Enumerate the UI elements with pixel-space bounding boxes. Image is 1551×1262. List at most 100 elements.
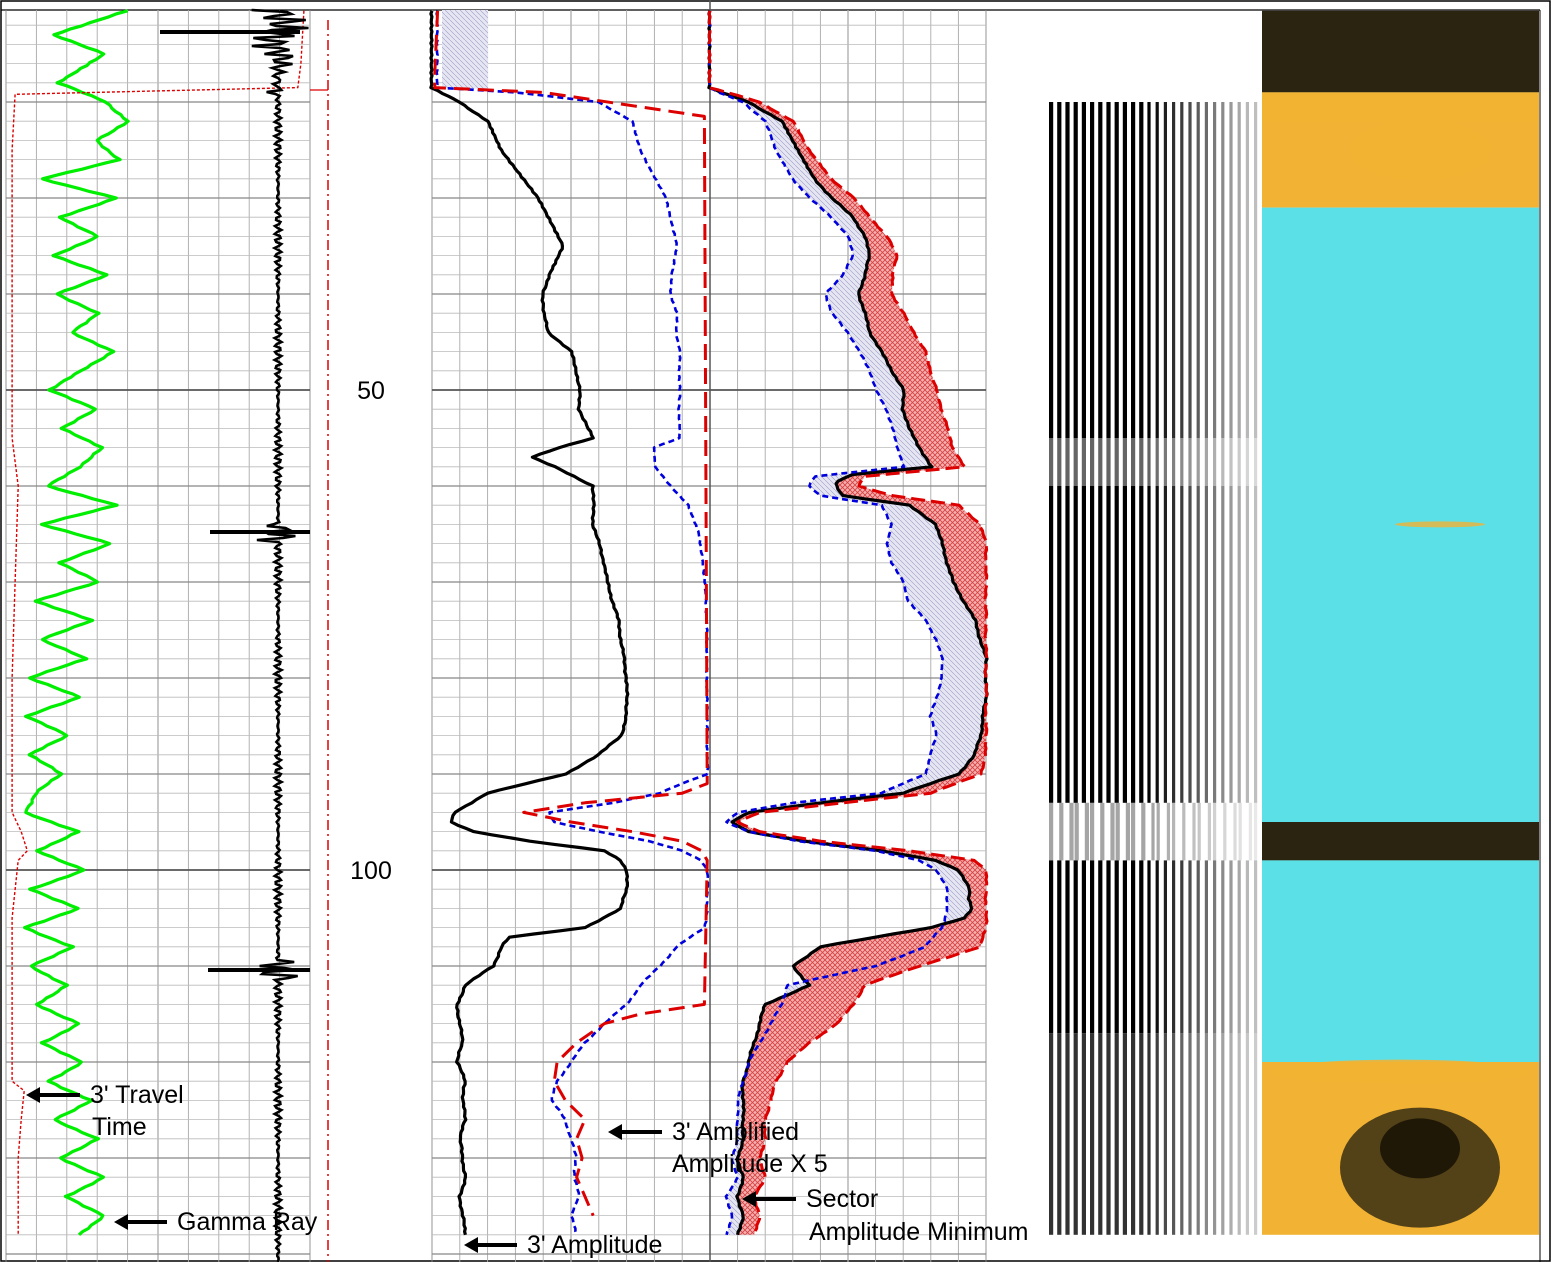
vdl-stripe: [1237, 486, 1241, 803]
vdl-stripe: [1147, 860, 1151, 1034]
vdl-stripe: [1238, 802, 1242, 861]
vdl-stripe: [1114, 486, 1119, 803]
vdl-stripe: [1180, 438, 1184, 486]
bond-zone-free: [1262, 822, 1539, 861]
series-3-amplitude: [429, 10, 630, 1236]
bond-zone-bonded: [1262, 207, 1539, 823]
vdl-band: [1049, 802, 1258, 861]
vdl-stripe: [1163, 438, 1167, 486]
vdl-stripe: [1081, 438, 1086, 486]
vdl-stripe: [1188, 438, 1192, 486]
vdl-stripe: [1163, 102, 1167, 438]
vdl-stripe: [1098, 438, 1103, 486]
vdl-stripe: [1073, 102, 1078, 438]
vdl-stripe: [1204, 1033, 1208, 1235]
vdl-stripe: [1139, 486, 1144, 803]
bond-transition: [1262, 92, 1539, 122]
annotation-travel-time: 3' Travel Time: [26, 1081, 184, 1141]
series-3-amplified-amplitude-x-5-edit: [433, 10, 709, 1217]
vdl-stripe: [1254, 438, 1258, 486]
vdl-stripe: [1122, 102, 1127, 438]
vdl-stripe: [1163, 486, 1167, 803]
vdl-stripe: [1122, 486, 1127, 803]
vdl-stripe: [1213, 1033, 1217, 1235]
vdl-stripe: [1221, 860, 1225, 1034]
annotation-amplified-amplitude: 3' Amplified Amplitude X 5: [608, 1118, 828, 1178]
vdl-stripe: [1188, 486, 1192, 803]
sector-right-fill: [710, 10, 986, 1235]
vdl-stripe: [1049, 486, 1054, 803]
vdl-stripe: [1131, 438, 1136, 486]
vdl-stripe: [1049, 102, 1054, 438]
vdl-stripe: [1172, 486, 1176, 803]
vdl-stripe: [1081, 860, 1086, 1034]
vdl-stripe: [1213, 802, 1217, 861]
vdl-stripe: [1221, 438, 1225, 486]
vdl-stripe: [1084, 802, 1089, 861]
vdl-stripe: [1057, 102, 1062, 438]
vdl-stripe: [1125, 802, 1130, 861]
vdl-stripe: [1139, 438, 1144, 486]
vdl-stripe: [1155, 438, 1159, 486]
vdl-stripe: [1254, 102, 1258, 438]
vdl-stripe: [1207, 802, 1211, 861]
amplitude-top-fill: [442, 10, 488, 89]
vdl-stripe: [1172, 102, 1176, 438]
vdl-stripe: [1237, 102, 1241, 438]
vdl-stripe: [1098, 1033, 1103, 1235]
travel-time-label-line2: Time: [92, 1113, 147, 1141]
vdl-stripe: [1131, 802, 1136, 861]
series-3-travel-time: [11, 10, 305, 1235]
sector-label-line2: Amplitude Minimum: [809, 1218, 1029, 1246]
vdl-stripe: [1131, 1033, 1136, 1235]
vdl-stripe: [1180, 1033, 1184, 1235]
vdl-stripe: [1090, 486, 1095, 803]
vdl-stripe: [1221, 102, 1225, 438]
vdl-stripe: [1254, 1033, 1258, 1235]
vdl-stripe: [1065, 102, 1070, 438]
vdl-stripe: [1180, 102, 1184, 438]
series-waveform-trace: [251, 8, 309, 1262]
vdl-stripe: [1237, 1033, 1241, 1235]
bond-free-core: [1380, 1118, 1460, 1179]
vdl-stripe: [1245, 438, 1249, 486]
vdl-stripe: [1196, 860, 1200, 1034]
vdl-stripe: [1081, 102, 1086, 438]
gamma-ray-label: Gamma Ray: [177, 1208, 318, 1236]
vdl-stripe: [1155, 486, 1159, 803]
depth-label-50: 50: [357, 377, 385, 405]
vdl-stripe: [1204, 438, 1208, 486]
vdl-stripe: [1204, 860, 1208, 1034]
vdl-stripe: [1233, 802, 1237, 861]
vdl-stripe: [1106, 438, 1111, 486]
series-3-amplified-amplitude-x-5: [435, 10, 710, 1236]
vdl-stripe: [1090, 860, 1095, 1034]
annotation-amplitude: 3' Amplitude: [464, 1231, 662, 1259]
vdl-stripe: [1229, 860, 1233, 1034]
vdl-stripe: [1074, 802, 1079, 861]
annotation-gamma-ray: Gamma Ray: [114, 1208, 318, 1236]
vdl-stripe: [1069, 802, 1074, 861]
curve-fills: [442, 10, 986, 1235]
vdl-stripe: [1106, 1033, 1111, 1235]
vdl-stripe: [1229, 486, 1233, 803]
vdl-stripe: [1057, 860, 1062, 1034]
vdl-stripe: [1141, 802, 1146, 861]
bond-partial-patch: [1270, 1059, 1530, 1084]
vdl-stripe: [1229, 102, 1233, 438]
vdl-stripe: [1213, 438, 1217, 486]
vdl-stripe: [1106, 860, 1111, 1034]
vdl-stripe: [1147, 438, 1151, 486]
vdl-stripe: [1073, 438, 1078, 486]
vdl-stripe: [1065, 438, 1070, 486]
vdl-stripe: [1151, 802, 1155, 861]
vdl-stripe: [1073, 860, 1078, 1034]
vdl-waveform-image: [1049, 102, 1258, 1235]
vdl-stripe: [1049, 438, 1054, 486]
vdl-stripe: [1245, 1033, 1249, 1235]
vdl-stripe: [1090, 102, 1095, 438]
vdl-stripe: [1122, 860, 1127, 1034]
vdl-stripe: [1131, 860, 1136, 1034]
